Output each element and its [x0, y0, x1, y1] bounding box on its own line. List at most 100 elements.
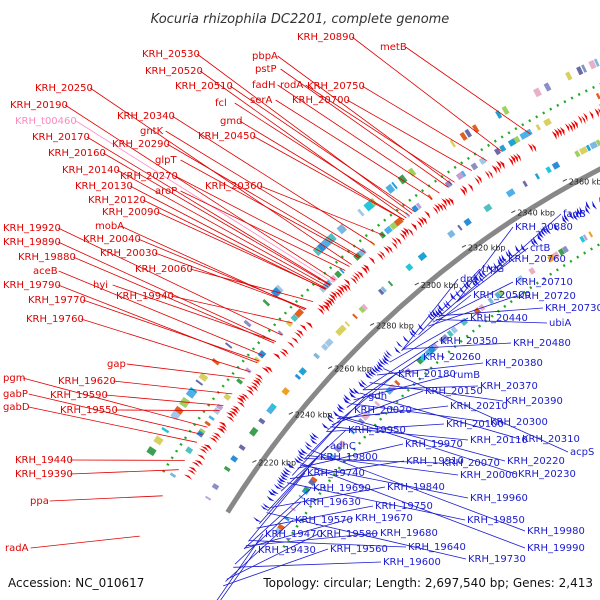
reverse-gene-arrow — [371, 366, 379, 374]
label-leader-line — [70, 469, 179, 475]
reverse-gene-arrow — [298, 453, 306, 460]
cog-feature-block — [397, 174, 408, 185]
reverse-gene-label: ubiA — [549, 318, 571, 329]
forward-gene-label: glpT — [155, 155, 177, 166]
forward-gene-arrow — [334, 290, 342, 299]
reverse-gene-arrow — [360, 379, 368, 387]
label-leader-line — [326, 373, 397, 431]
forward-gene-label: KRH_20170 — [32, 132, 90, 143]
label-leader-line — [359, 392, 521, 440]
forward-gene-label: KRH_20700 — [292, 95, 350, 106]
reverse-gene-label: KRH_20760 — [508, 254, 566, 265]
reverse-gene-arrow — [358, 381, 366, 388]
reverse-gene-label: acpS — [570, 447, 594, 458]
forward-gene-label: aroP — [155, 186, 177, 197]
cog-feature-block — [170, 410, 181, 421]
forward-gene-arrow — [386, 245, 393, 254]
cog-feature-block — [543, 117, 552, 127]
reverse-gene-arrow — [478, 274, 485, 283]
reverse-gene-label: KRH_20730 — [545, 303, 600, 314]
cog-feature-block — [339, 324, 347, 332]
scale-tick-mark — [252, 459, 257, 463]
cog-feature-block — [245, 367, 252, 374]
scale-tick-label: 2260 kbp — [334, 365, 372, 374]
reverse-gene-label: KRH_19570 — [295, 515, 353, 526]
forward-gene-arrow — [213, 432, 222, 439]
label-leader-line — [244, 517, 354, 549]
reverse-gene-arrow — [336, 406, 345, 413]
cog-feature-block — [464, 128, 473, 138]
label-leader-line — [346, 99, 472, 171]
reverse-gene-arrow — [538, 229, 544, 239]
label-leader-line — [301, 462, 526, 549]
label-leader-line — [239, 120, 405, 221]
reverse-gene-arrow — [450, 292, 457, 301]
summary-text: Topology: circular; Length: 2,697,540 bp… — [262, 576, 593, 590]
cog-feature-block — [290, 314, 299, 322]
forward-gene-label: KRH_19890 — [3, 237, 61, 248]
label-leader-line — [30, 535, 140, 549]
cog-feature-block — [146, 446, 157, 457]
reverse-gene-arrow — [273, 483, 282, 490]
cog-feature-block — [417, 251, 428, 262]
forward-gene-arrow — [559, 126, 565, 136]
cog-feature-block — [363, 200, 375, 212]
forward-gene-label: KRH_20090 — [102, 207, 160, 218]
forward-gene-arrow — [495, 165, 501, 174]
reverse-gene-arrow — [296, 455, 305, 462]
reverse-gene-label: KRH_19430 — [258, 545, 316, 556]
reverse-gene-label: KRH_20300 — [490, 417, 548, 428]
label-leader-line — [304, 458, 441, 464]
cog-feature-block — [404, 211, 411, 218]
reverse-gene-label: KRH_19630 — [303, 497, 361, 508]
reverse-gene-arrow — [276, 479, 285, 485]
cog-feature-block — [501, 105, 510, 115]
cog-feature-block — [294, 373, 302, 380]
label-leader-line — [189, 268, 314, 302]
cog-feature-block — [499, 144, 507, 153]
label-leader-line — [234, 102, 410, 216]
scale-tick-label: 2340 kbp — [517, 209, 555, 218]
reverse-gene-arrow — [321, 422, 330, 430]
forward-gene-arrow — [434, 204, 441, 212]
reverse-gene-arrow — [304, 444, 313, 451]
cog-feature-block — [532, 87, 542, 98]
reverse-gene-label: KRH_20710 — [515, 277, 573, 288]
cog-feature-block — [528, 267, 536, 275]
reverse-gene-arrow — [532, 236, 539, 246]
forward-gene-arrow — [597, 108, 600, 114]
cog-feature-block — [349, 429, 356, 435]
forward-gene-label: KRH_19790 — [3, 280, 61, 291]
forward-gene-arrow — [336, 288, 343, 296]
cog-feature-block — [470, 162, 479, 171]
forward-gene-label: radA — [5, 543, 29, 554]
reverse-gene-arrow — [409, 330, 416, 338]
reverse-gene-arrow — [437, 307, 444, 316]
forward-gene-label: KRH_20040 — [83, 234, 141, 245]
reverse-gene-arrow — [474, 273, 480, 282]
forward-gene-label: KRH_20130 — [75, 181, 133, 192]
label-leader-line — [58, 270, 264, 356]
cog-feature-block — [283, 516, 290, 522]
label-leader-line — [57, 241, 276, 342]
label-leader-line — [196, 53, 413, 214]
label-leader-line — [229, 85, 415, 213]
cog-feature-block — [185, 446, 194, 455]
forward-gene-label: KRH_t00460 — [15, 116, 77, 127]
cog-feature-block — [336, 223, 348, 235]
reverse-gene-label: KRH_20880 — [515, 222, 573, 233]
label-line-layer — [22, 36, 569, 600]
reverse-gene-label: KRH_19950 — [348, 425, 406, 436]
forward-gene-arrow — [229, 410, 238, 417]
label-leader-line — [383, 368, 569, 453]
forward-gene-arrow — [241, 393, 250, 400]
reverse-gene-arrow — [304, 441, 313, 448]
reverse-gene-arrow — [349, 391, 357, 399]
forward-gene-arrow — [344, 283, 351, 291]
reverse-gene-label: KRH_19690 — [313, 483, 371, 494]
label-leader-line — [389, 317, 469, 363]
forward-gene-arrow — [499, 160, 505, 170]
label-leader-line — [418, 268, 481, 336]
cog-feature-block — [407, 167, 417, 177]
reverse-gene-label: KRH_19470 — [265, 529, 323, 540]
